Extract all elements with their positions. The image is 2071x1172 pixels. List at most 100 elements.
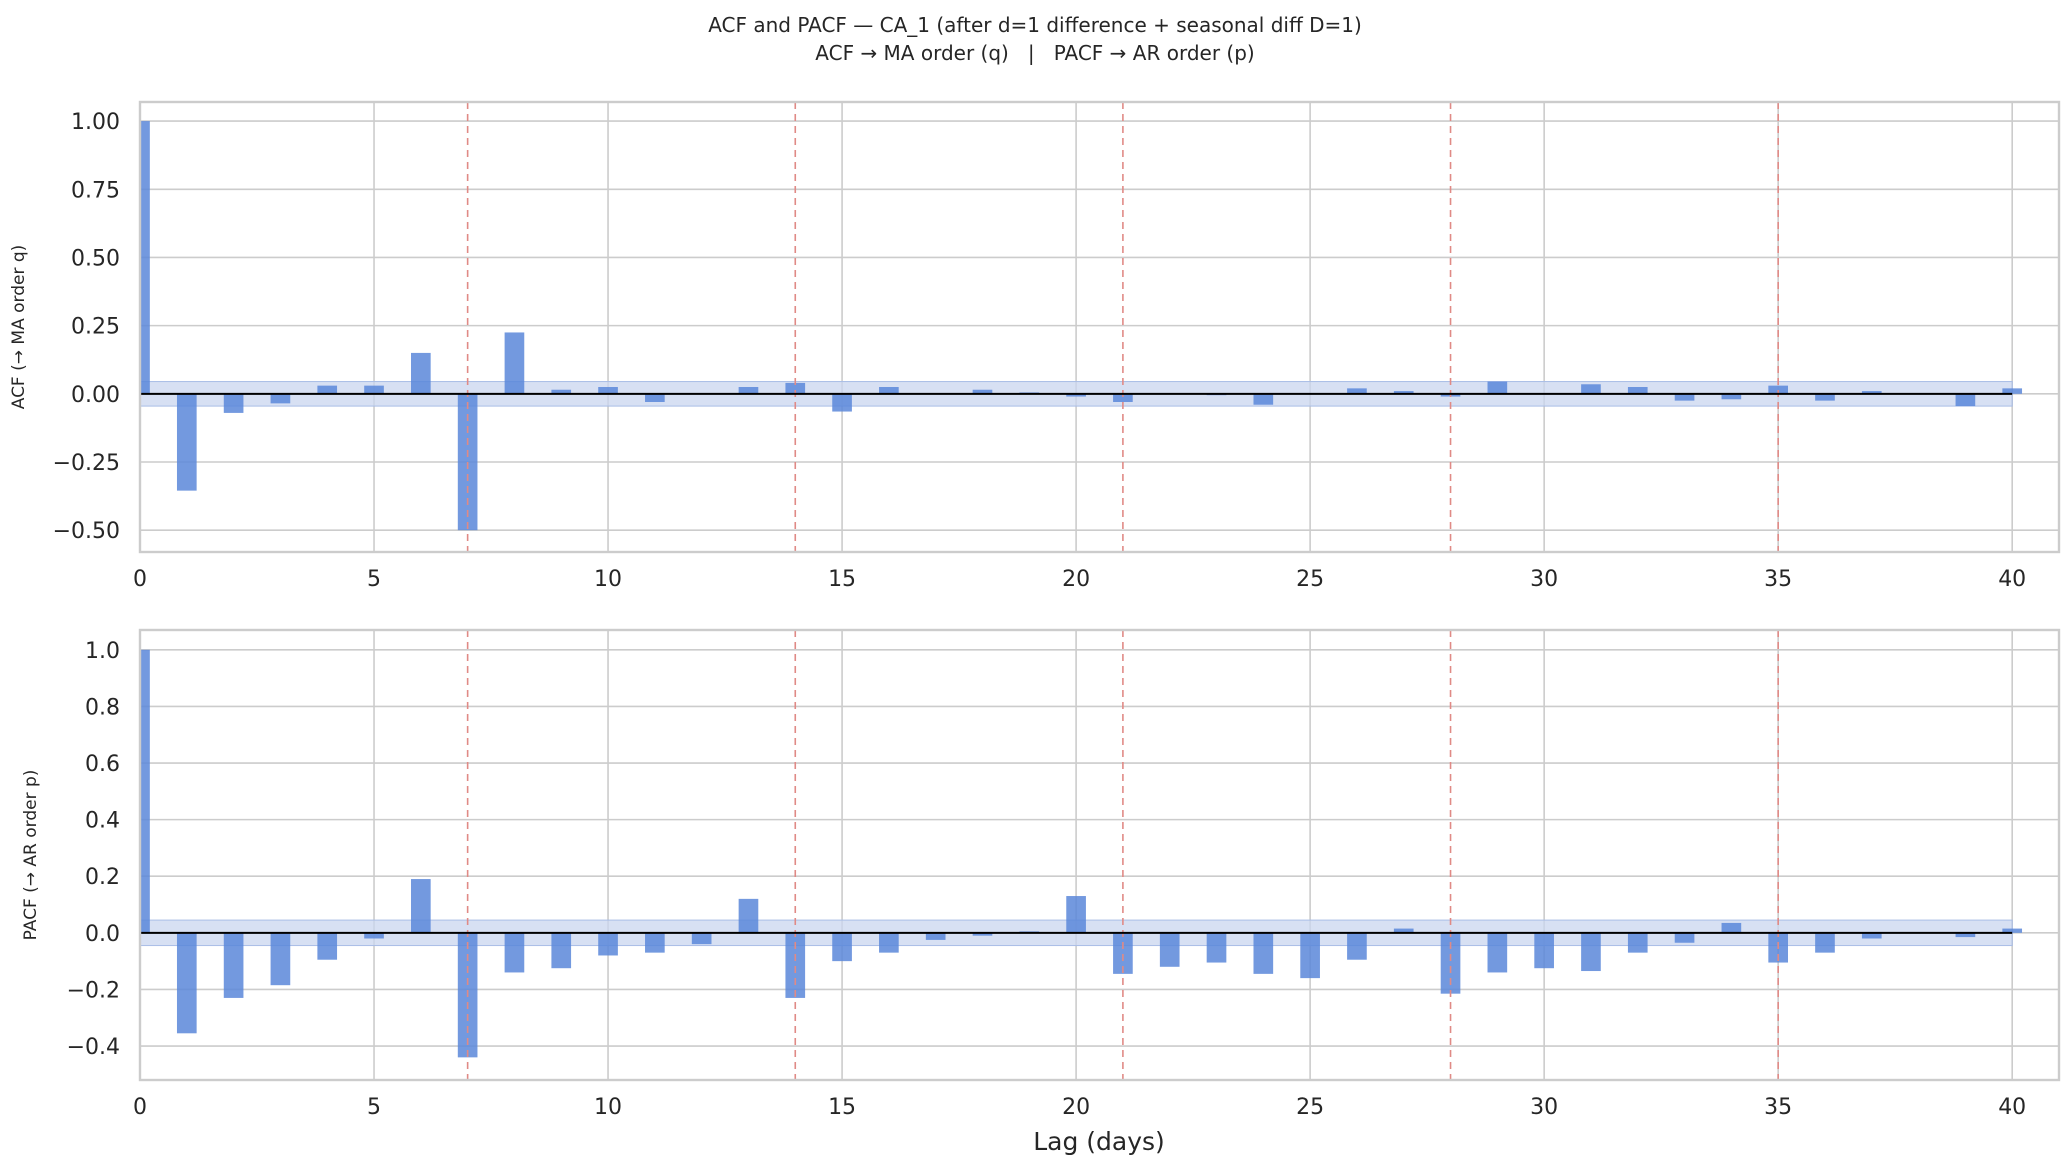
figure-title-line1: ACF and PACF — CA_1 (after d=1 differenc… xyxy=(708,13,1362,37)
pacf-xtick-label: 0 xyxy=(133,1095,147,1120)
pacf-xtick-label: 10 xyxy=(594,1095,622,1120)
acf-ytick-label: 1.00 xyxy=(71,110,120,135)
x-axis-label: Lag (days) xyxy=(1033,1127,1165,1156)
pacf-ytick-label: −0.4 xyxy=(67,1035,120,1060)
pacf-bar xyxy=(504,932,525,973)
acf-bar xyxy=(1861,391,1882,394)
acf-y-axis-label: ACF (→ MA order q) xyxy=(9,245,29,410)
acf-bar xyxy=(785,382,806,394)
pacf-bar xyxy=(1253,932,1274,974)
pacf-ytick-label: 0.4 xyxy=(85,809,120,834)
pacf-bar xyxy=(1300,932,1320,979)
pacf-bar xyxy=(598,932,618,956)
acf-bar xyxy=(1721,393,1742,400)
acf-xtick-label: 25 xyxy=(1296,567,1324,592)
acf-bar xyxy=(879,387,899,394)
pacf-bar xyxy=(317,932,338,960)
acf-bar xyxy=(1393,391,1414,394)
pacf-ytick-label: 0.6 xyxy=(85,752,120,777)
pacf-bar xyxy=(1627,932,1648,953)
pacf-ytick-label: 0.0 xyxy=(85,922,120,947)
pacf-bar xyxy=(785,932,806,998)
pacf-y-axis-label: PACF (→ AR order p) xyxy=(21,770,41,941)
acf-bar xyxy=(364,385,384,394)
pacf-bar xyxy=(1393,928,1414,933)
acf-bar xyxy=(832,393,852,412)
pacf-bar xyxy=(1347,932,1367,960)
pacf-xtick-label: 20 xyxy=(1062,1095,1090,1120)
acf-xtick-label: 20 xyxy=(1062,567,1090,592)
pacf-bar xyxy=(738,898,759,933)
acf-bar xyxy=(1627,387,1648,394)
pacf-bar xyxy=(645,932,665,953)
pacf-ytick-label: 1.0 xyxy=(85,639,120,664)
acf-bar xyxy=(1253,393,1274,405)
pacf-xtick-label: 25 xyxy=(1296,1095,1324,1120)
pacf-bar xyxy=(691,932,712,945)
pacf-bar xyxy=(879,932,899,953)
acf-xtick-label: 0 xyxy=(133,567,147,592)
acf-bar xyxy=(270,393,291,404)
acf-bar xyxy=(1581,384,1601,394)
acf-xtick-label: 30 xyxy=(1530,567,1558,592)
acf-bar xyxy=(1674,393,1695,401)
pacf-bar xyxy=(176,932,197,1034)
pacf-bar xyxy=(1440,932,1461,994)
pacf-bar xyxy=(1815,932,1835,953)
pacf-bar xyxy=(551,932,572,969)
acf-ytick-label: −0.50 xyxy=(53,519,120,544)
acf-bar xyxy=(223,393,244,413)
acf-bar xyxy=(2002,388,2023,394)
pacf-xtick-label: 15 xyxy=(828,1095,856,1120)
pacf-bar xyxy=(1534,932,1554,969)
pacf-panel: 0 5 10 15 20 25 30 35 40 −0.4 −0.2 0.0 0.2 0.4 0.6 0.8 1… xyxy=(21,628,2061,1120)
acf-bar xyxy=(1347,388,1367,394)
acf-ytick-label: 0.75 xyxy=(71,178,120,203)
acf-bar xyxy=(972,389,993,394)
pacf-bar xyxy=(1721,922,1742,933)
pacf-ytick-label: 0.2 xyxy=(85,865,120,890)
acf-bar xyxy=(738,387,759,394)
acf-xtick-label: 40 xyxy=(1998,567,2026,592)
pacf-bar xyxy=(1066,896,1086,933)
pacf-xtick-label: 5 xyxy=(367,1095,381,1120)
pacf-bar xyxy=(1861,932,1882,939)
acf-ytick-label: −0.25 xyxy=(53,451,120,476)
pacf-xtick-label: 40 xyxy=(1998,1095,2026,1120)
acf-bar xyxy=(1815,393,1835,401)
acf-ytick-label: 0.00 xyxy=(71,383,120,408)
pacf-axes-frame xyxy=(138,628,2061,1082)
pacf-bar xyxy=(1955,932,1976,938)
pacf-bar xyxy=(270,932,291,986)
pacf-bar xyxy=(140,649,150,933)
acf-xtick-label: 15 xyxy=(828,567,856,592)
acf-bar xyxy=(1768,385,1788,394)
pacf-bar xyxy=(1159,932,1180,967)
pacf-bar xyxy=(1113,932,1133,974)
acf-bar xyxy=(176,393,197,491)
pacf-bar xyxy=(2002,928,2023,933)
acf-ytick-label: 0.25 xyxy=(71,315,120,340)
pacf-xtick-label: 35 xyxy=(1764,1095,1792,1120)
pacf-bar xyxy=(1581,932,1601,972)
pacf-ytick-label: −0.2 xyxy=(67,978,120,1003)
acf-bar xyxy=(1066,393,1086,397)
pacf-bar xyxy=(1487,932,1508,973)
acf-ytick-label: 0.50 xyxy=(71,246,120,271)
pacf-bar xyxy=(832,932,852,962)
acf-bar xyxy=(1955,393,1976,407)
acf-bar xyxy=(504,332,525,394)
acf-bar xyxy=(140,121,150,394)
pacf-bar xyxy=(1674,932,1695,943)
acf-xtick-label: 10 xyxy=(594,567,622,592)
pacf-ytick-label: 0.8 xyxy=(85,695,120,720)
pacf-xtick-label: 30 xyxy=(1530,1095,1558,1120)
acf-bar xyxy=(317,385,338,394)
acf-bar xyxy=(411,352,431,394)
pacf-bar xyxy=(223,932,244,998)
pacf-bar xyxy=(411,879,431,933)
pacf-bar xyxy=(972,932,993,936)
figure-title-line2: ACF → MA order (q) | PACF → AR order (p) xyxy=(815,41,1254,65)
acf-bar xyxy=(1487,381,1508,394)
